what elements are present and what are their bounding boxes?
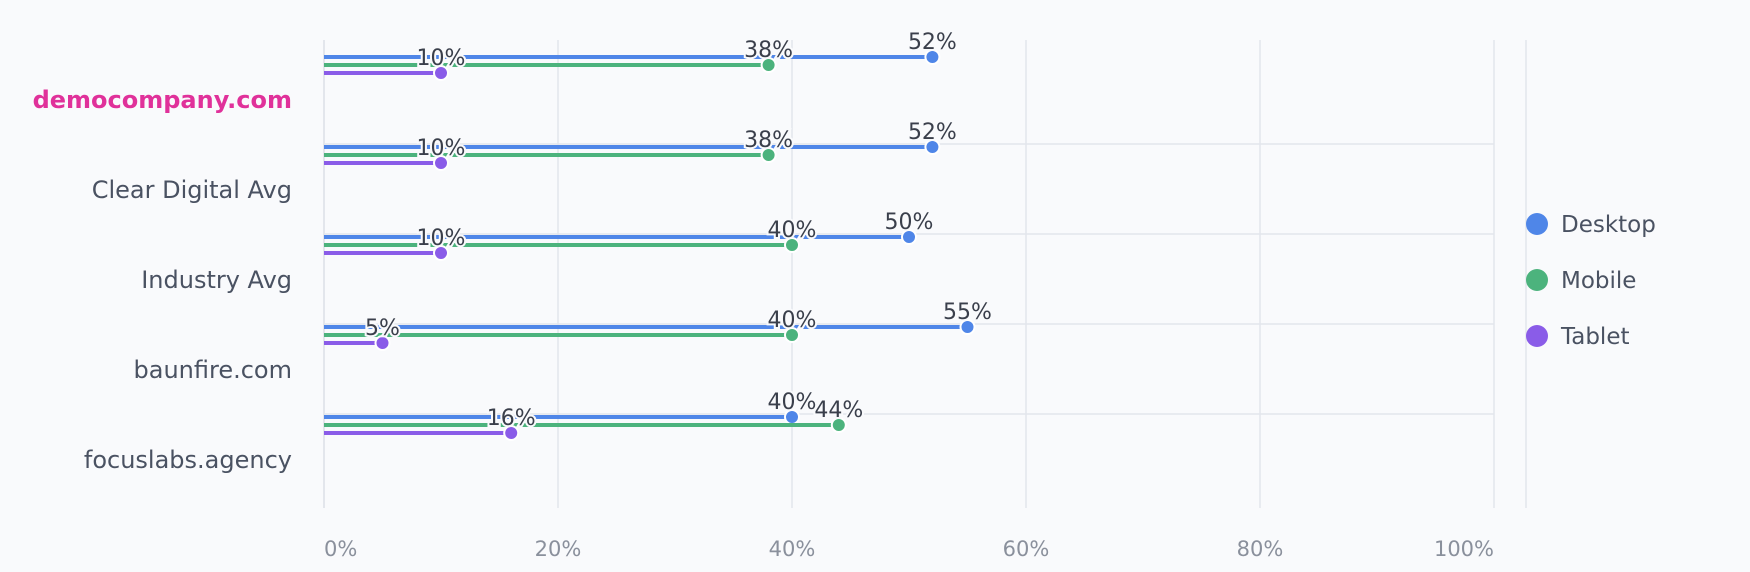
legend-marker-tablet <box>1526 325 1548 347</box>
lollipop-dot-mobile <box>784 327 800 343</box>
lollipop-dot-mobile <box>784 237 800 253</box>
lollipop-dot-tablet <box>433 65 449 81</box>
legend-marker-mobile <box>1526 269 1548 291</box>
lollipop-dot-desktop <box>959 319 976 335</box>
lollipop-dot-desktop <box>901 229 917 245</box>
legend-label-mobile: Mobile <box>1561 268 1636 294</box>
x-tick-label: 100% <box>1434 537 1494 561</box>
lollipop-dot-mobile <box>830 417 847 433</box>
data-label-desktop: 52% <box>908 30 957 55</box>
lollipop-dot-tablet <box>374 335 391 351</box>
data-label-tablet: 5% <box>365 316 400 341</box>
data-label-mobile: 44% <box>814 398 863 423</box>
data-label-tablet: 10% <box>417 226 466 251</box>
x-tick-label: 0% <box>324 537 357 561</box>
data-label-desktop: 52% <box>908 120 957 145</box>
x-tick-label: 60% <box>1003 537 1050 561</box>
lollipop-dot-tablet <box>433 245 449 261</box>
x-tick-label: 20% <box>535 537 582 561</box>
lollipop-dot-desktop <box>924 49 941 65</box>
data-label-mobile: 40% <box>768 308 817 333</box>
lollipop-dot-tablet <box>433 155 449 171</box>
data-label-desktop: 55% <box>943 300 992 325</box>
category-label: focuslabs.agency <box>84 446 292 474</box>
legend-label-desktop: Desktop <box>1561 212 1656 238</box>
lollipop-dot-tablet <box>503 425 520 441</box>
lollipop-dot-mobile <box>760 57 777 73</box>
category-label: democompany.com <box>33 86 292 114</box>
data-label-tablet: 10% <box>417 46 466 71</box>
category-label: Clear Digital Avg <box>92 176 292 204</box>
data-label-tablet: 10% <box>417 136 466 161</box>
category-label: baunfire.com <box>134 356 292 384</box>
data-label-mobile: 38% <box>744 128 793 153</box>
legend-marker-desktop <box>1526 213 1548 235</box>
lollipop-dot-mobile <box>760 147 777 163</box>
x-tick-label: 80% <box>1237 537 1284 561</box>
lollipop-dot-desktop <box>924 139 941 155</box>
data-label-desktop: 50% <box>885 210 934 235</box>
data-label-mobile: 38% <box>744 38 793 63</box>
x-tick-label: 40% <box>769 537 816 561</box>
data-label-tablet: 16% <box>487 406 536 431</box>
category-label: Industry Avg <box>141 266 292 294</box>
data-label-mobile: 40% <box>768 218 817 243</box>
data-label-desktop: 40% <box>768 390 817 415</box>
legend-label-tablet: Tablet <box>1560 324 1630 350</box>
